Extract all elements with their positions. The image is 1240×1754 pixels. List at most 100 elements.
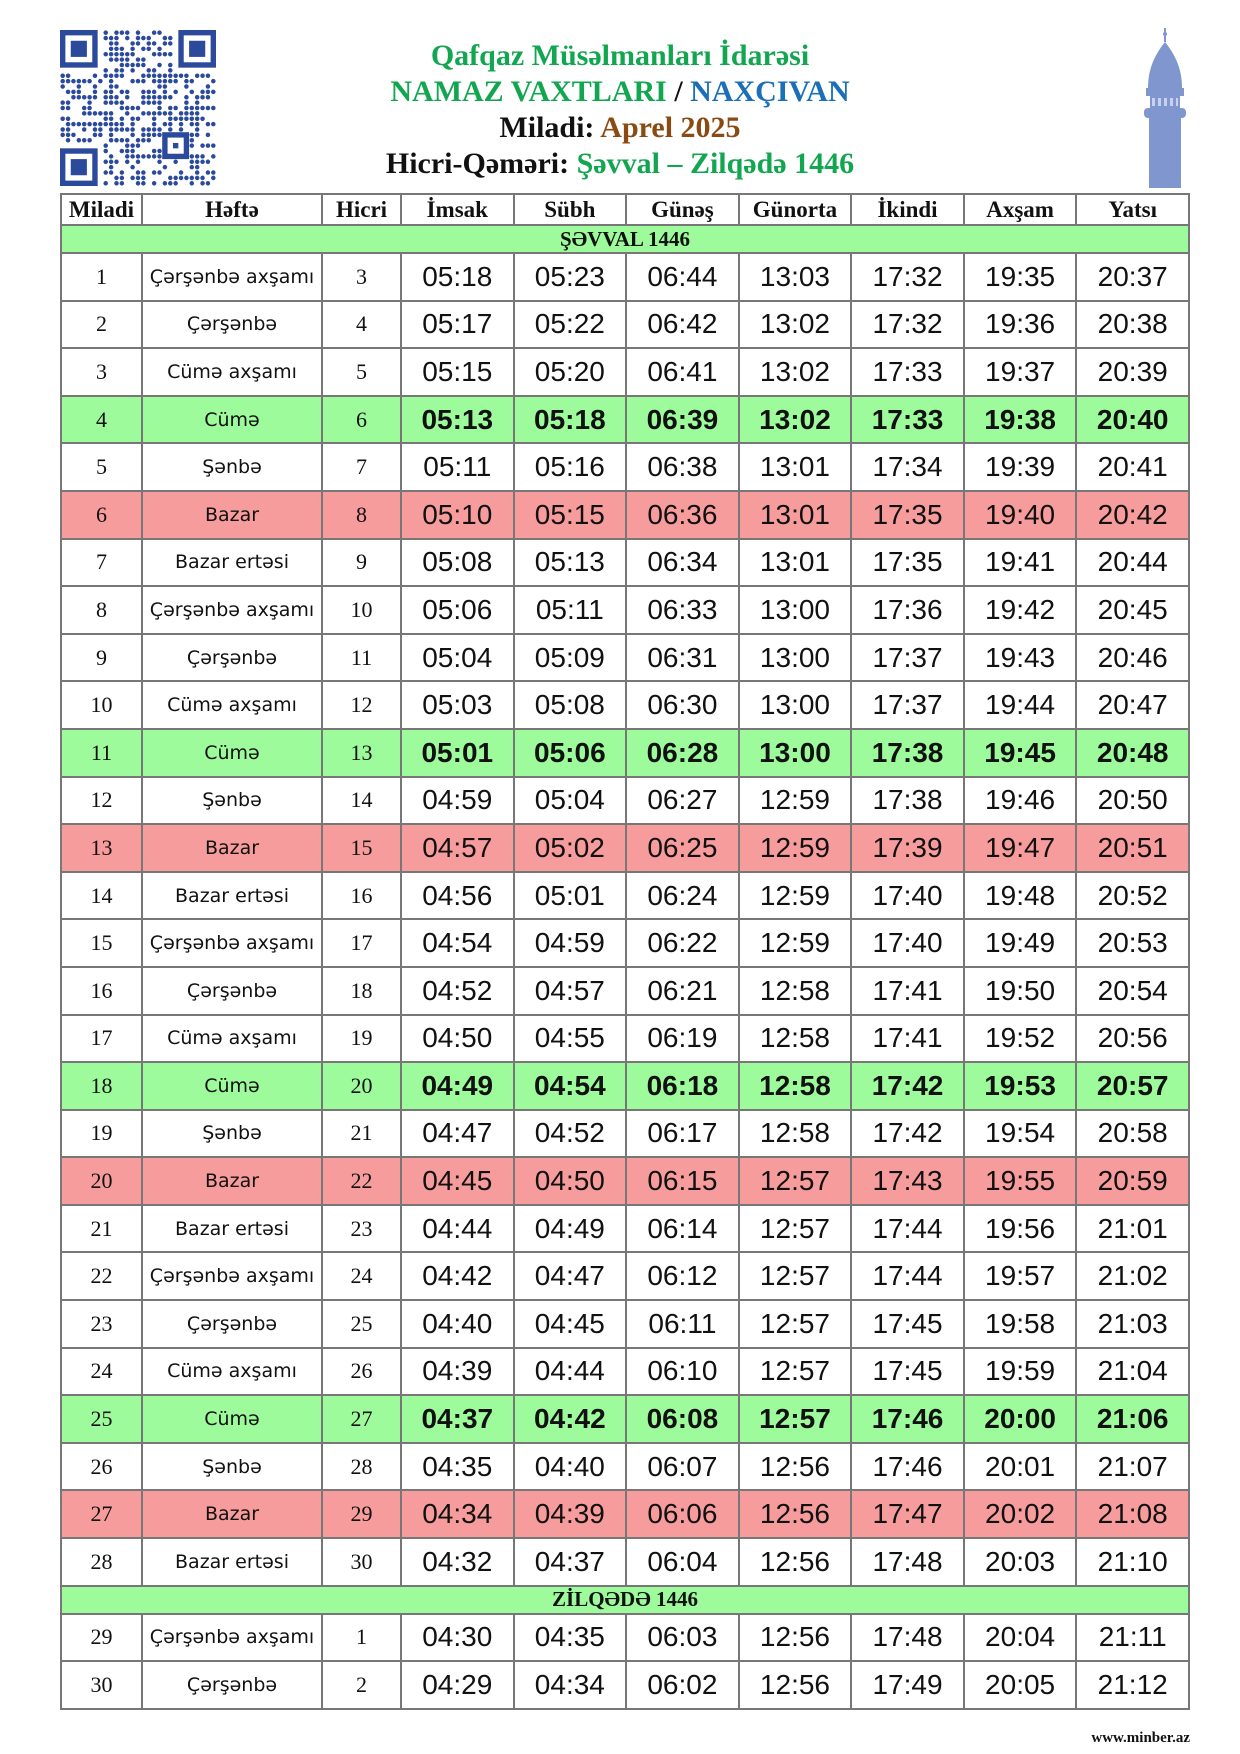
gunes-time: 06:12 [625, 1251, 740, 1302]
subh-time: 04:50 [512, 1156, 628, 1206]
ikindi-time: 17:46 [850, 1394, 965, 1444]
hicri-value: Şəvval – Zilqədə 1446 [576, 147, 855, 180]
axsam-time: 19:38 [962, 394, 1078, 445]
weekday: Şənbə [141, 1441, 323, 1492]
gunes-time: 06:27 [625, 775, 740, 826]
axsam-time: 19:36 [962, 299, 1078, 350]
hicri-day: 7 [321, 442, 402, 492]
column-header: Yatsı [1075, 193, 1190, 226]
miladi-day: 8 [60, 585, 143, 635]
miladi-day: 18 [60, 1061, 143, 1111]
column-header: Həftə [141, 193, 323, 226]
axsam-time: 19:42 [962, 585, 1078, 635]
subh-time: 04:57 [512, 965, 628, 1016]
gunes-time: 06:22 [625, 918, 740, 968]
ikindi-time: 17:45 [850, 1346, 965, 1397]
miladi-day: 5 [60, 442, 143, 492]
hicri-day: 3 [321, 252, 402, 302]
subh-time: 05:22 [512, 299, 628, 350]
hicri-day: 27 [321, 1394, 402, 1444]
imsak-time: 04:59 [400, 775, 515, 826]
table-row: 16 Çərşənbə 18 04:52 04:57 06:21 12:58 17:41 19:… [60, 965, 1190, 1016]
table-row: 25 Cümə 27 04:37 04:42 06:08 12:57 17:46 20:00 21… [60, 1394, 1190, 1444]
table-row: 30 Çərşənbə 2 04:29 04:34 06:02 12:56 17:49 20:0… [60, 1660, 1190, 1710]
column-header: İkindi [850, 193, 965, 226]
weekday: Çərşənbə [141, 965, 323, 1016]
subh-time: 05:20 [512, 347, 628, 397]
table-row: 17 Cümə axşamı 19 04:50 04:55 06:19 12:58 17:41… [60, 1013, 1190, 1064]
imsak-time: 05:11 [400, 442, 515, 492]
hicri-day: 1 [321, 1612, 402, 1663]
hicri-day: 13 [321, 727, 402, 778]
gunes-time: 06:21 [625, 965, 740, 1016]
table-row: 12 Şənbə 14 04:59 05:04 06:27 12:59 17:38 19:46 2… [60, 775, 1190, 826]
table-row: 21 Bazar ertəsi 23 04:44 04:49 06:14 12:57 17:4… [60, 1203, 1190, 1254]
subh-time: 04:55 [512, 1013, 628, 1064]
subh-time: 04:37 [512, 1537, 628, 1587]
subh-time: 04:49 [512, 1203, 628, 1254]
hicri-day: 18 [321, 965, 402, 1016]
weekday: Çərşənbə axşamı [141, 252, 323, 302]
weekday: Bazar ertəsi [141, 1203, 323, 1254]
gunorta-time: 13:01 [737, 537, 853, 588]
yatsi-time: 21:11 [1075, 1612, 1190, 1663]
hicri-day: 5 [321, 347, 402, 397]
hicri-day: 14 [321, 775, 402, 826]
title-city: NAXÇIVAN [690, 75, 850, 108]
yatsi-time: 20:37 [1075, 252, 1190, 302]
ikindi-time: 17:35 [850, 537, 965, 588]
title-separator: / [674, 75, 683, 108]
axsam-time: 20:02 [962, 1489, 1078, 1540]
weekday: Çərşənbə [141, 632, 323, 683]
table-row: 23 Çərşənbə 25 04:40 04:45 06:11 12:57 17:45 19:… [60, 1299, 1190, 1349]
subh-time: 05:02 [512, 823, 628, 873]
hicri-day: 2 [321, 1660, 402, 1710]
imsak-time: 04:29 [400, 1660, 515, 1710]
miladi-day: 12 [60, 775, 143, 826]
miladi-day: 2 [60, 299, 143, 350]
imsak-time: 05:08 [400, 537, 515, 588]
qr-code [60, 30, 216, 186]
axsam-time: 19:48 [962, 870, 1078, 921]
table-row: 26 Şənbə 28 04:35 04:40 06:07 12:56 17:46 20:01 2… [60, 1441, 1190, 1492]
table-row: 4 Cümə 6 05:13 05:18 06:39 13:02 17:33 19:38 20:4… [60, 394, 1190, 445]
yatsi-time: 20:59 [1075, 1156, 1190, 1206]
yatsi-time: 20:42 [1075, 489, 1190, 540]
column-header: Hicri [321, 193, 402, 226]
gunorta-time: 12:57 [737, 1299, 853, 1349]
miladi-day: 7 [60, 537, 143, 588]
subh-time: 05:18 [512, 394, 628, 445]
weekday: Bazar [141, 823, 323, 873]
axsam-time: 19:46 [962, 775, 1078, 826]
gunorta-time: 12:57 [737, 1203, 853, 1254]
imsak-time: 05:06 [400, 585, 515, 635]
imsak-time: 05:18 [400, 252, 515, 302]
gunorta-time: 13:00 [737, 585, 853, 635]
hicri-day: 29 [321, 1489, 402, 1540]
column-header: Sübh [512, 193, 628, 226]
imsak-time: 04:37 [400, 1394, 515, 1444]
weekday: Çərşənbə axşamı [141, 585, 323, 635]
table-row: 2 Çərşənbə 4 05:17 05:22 06:42 13:02 17:32 19:36… [60, 299, 1190, 350]
table-row: 5 Şənbə 7 05:11 05:16 06:38 13:01 17:34 19:39 20:… [60, 442, 1190, 492]
yatsi-time: 21:08 [1075, 1489, 1190, 1540]
imsak-time: 05:13 [400, 394, 515, 445]
axsam-time: 19:49 [962, 918, 1078, 968]
weekday: Bazar ertəsi [141, 1537, 323, 1587]
gunorta-time: 12:59 [737, 870, 853, 921]
yatsi-time: 20:50 [1075, 775, 1190, 826]
gunorta-time: 12:56 [737, 1660, 853, 1710]
subh-time: 05:04 [512, 775, 628, 826]
table-row: 14 Bazar ertəsi 16 04:56 05:01 06:24 12:59 17:4… [60, 870, 1190, 921]
weekday: Cümə [141, 1394, 323, 1444]
hicri-day: 24 [321, 1251, 402, 1302]
miladi-day: 29 [60, 1612, 143, 1663]
table-row: 10 Cümə axşamı 12 05:03 05:08 06:30 13:00 17:37… [60, 680, 1190, 730]
miladi-day: 24 [60, 1346, 143, 1397]
subh-time: 04:45 [512, 1299, 628, 1349]
miladi-day: 20 [60, 1156, 143, 1206]
axsam-time: 19:53 [962, 1061, 1078, 1111]
weekday: Cümə [141, 727, 323, 778]
ikindi-time: 17:41 [850, 965, 965, 1016]
subh-time: 04:35 [512, 1612, 628, 1663]
